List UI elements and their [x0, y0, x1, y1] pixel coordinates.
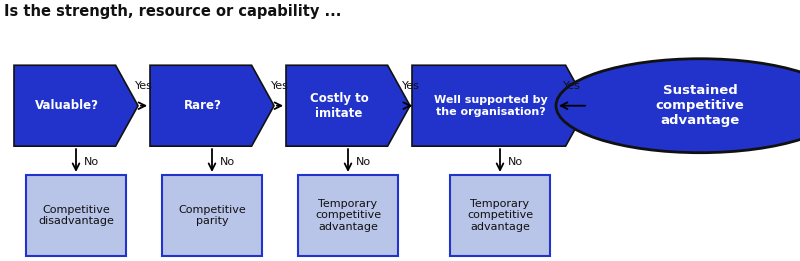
Text: Well supported by
the organisation?: Well supported by the organisation? — [434, 95, 548, 116]
Text: Competitive
parity: Competitive parity — [178, 205, 246, 226]
Text: Rare?: Rare? — [184, 99, 222, 112]
Text: Yes: Yes — [563, 81, 581, 91]
Text: Yes: Yes — [271, 81, 289, 91]
Text: Yes: Yes — [135, 81, 153, 91]
Ellipse shape — [556, 59, 800, 153]
Text: No: No — [84, 157, 99, 167]
Text: Is the strength, resource or capability ...: Is the strength, resource or capability … — [4, 4, 342, 19]
FancyBboxPatch shape — [450, 175, 550, 256]
Text: Costly to
imitate: Costly to imitate — [310, 92, 369, 120]
Text: No: No — [356, 157, 371, 167]
Text: Sustained
competitive
advantage: Sustained competitive advantage — [656, 84, 744, 127]
FancyBboxPatch shape — [298, 175, 398, 256]
Text: Temporary
competitive
advantage: Temporary competitive advantage — [467, 199, 533, 232]
Text: Yes: Yes — [402, 81, 420, 91]
Text: Temporary
competitive
advantage: Temporary competitive advantage — [315, 199, 381, 232]
FancyBboxPatch shape — [162, 175, 262, 256]
Text: Competitive
disadvantage: Competitive disadvantage — [38, 205, 114, 226]
Polygon shape — [286, 65, 410, 146]
Polygon shape — [14, 65, 138, 146]
FancyBboxPatch shape — [26, 175, 126, 256]
Text: No: No — [220, 157, 235, 167]
Polygon shape — [150, 65, 274, 146]
Text: Valuable?: Valuable? — [35, 99, 99, 112]
Polygon shape — [412, 65, 588, 146]
Text: No: No — [508, 157, 523, 167]
